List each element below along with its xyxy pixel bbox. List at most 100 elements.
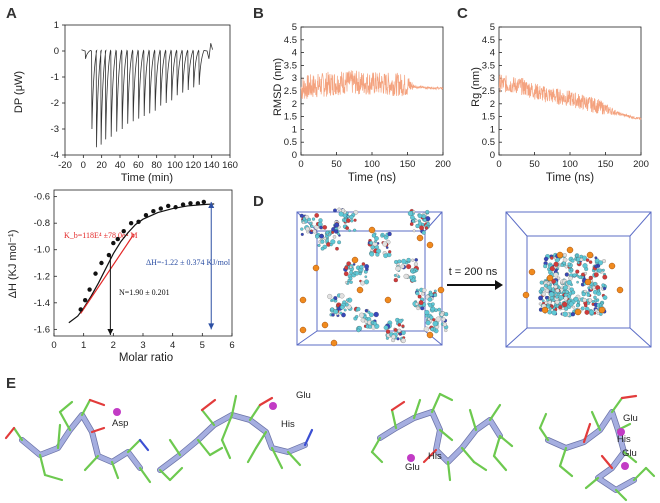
atom	[411, 219, 415, 223]
atom	[346, 298, 350, 302]
atom	[567, 262, 571, 266]
itc-raw-ylabel: DP (μW)	[13, 71, 25, 113]
panel-label-d: D	[253, 193, 264, 210]
atom	[571, 290, 576, 295]
atom	[331, 298, 335, 302]
y-tick-label: -2	[51, 98, 59, 109]
atom	[415, 291, 420, 296]
atom	[556, 276, 561, 280]
rmsd-xlabel: Time (ns)	[348, 172, 396, 184]
atom	[580, 306, 585, 311]
atom	[369, 251, 375, 257]
atom	[546, 304, 550, 309]
x-tick-label: 140	[204, 160, 220, 171]
ion	[384, 296, 392, 304]
data-point	[121, 228, 126, 234]
atom	[575, 254, 579, 258]
atom	[348, 229, 351, 233]
atom	[541, 292, 546, 297]
x-tick-label: -20	[58, 160, 72, 171]
atom	[547, 300, 552, 305]
atom	[562, 290, 566, 294]
atom	[327, 233, 331, 237]
ion	[598, 306, 606, 314]
atom	[553, 284, 558, 289]
side-chain-stick	[208, 446, 224, 457]
md-snapshot-panel: t = 200 ns	[296, 207, 652, 348]
atom	[391, 334, 396, 340]
atom	[361, 262, 366, 266]
atom	[421, 292, 425, 296]
atom	[311, 217, 316, 221]
atom	[584, 303, 588, 308]
x-tick-label: 200	[633, 159, 649, 170]
atom	[337, 232, 340, 236]
itc-fit-plot: ΔH (KJ mol⁻¹) Molar ratio K_b=118E⁴ ±78.…	[7, 189, 235, 364]
atom	[564, 272, 569, 277]
y-tick-label: 4.5	[482, 35, 495, 46]
side-chain-stick	[422, 448, 438, 464]
atom	[409, 222, 414, 226]
atom	[558, 295, 564, 301]
x-tick-label: 50	[331, 159, 342, 170]
x-tick-label: 6	[229, 340, 234, 351]
ion	[330, 339, 338, 347]
atom	[594, 256, 598, 260]
x-tick-label: 150	[400, 159, 416, 170]
residue-label-glu-4: Glu	[622, 448, 637, 459]
atom	[543, 264, 548, 269]
atom	[335, 246, 339, 251]
atom	[333, 208, 337, 213]
y-tick-label: -1.0	[34, 245, 50, 256]
x-tick-label: 5	[200, 340, 205, 351]
y-tick-label: 0.5	[482, 137, 495, 148]
enthalpy-arrow-head-bottom	[208, 323, 215, 330]
atom	[385, 336, 389, 340]
atom	[375, 252, 380, 257]
atom	[403, 273, 409, 279]
atom	[330, 307, 335, 312]
peptide-cluster	[383, 317, 406, 344]
atom	[331, 313, 335, 317]
atom	[332, 235, 337, 239]
side-chain-stick	[620, 394, 638, 400]
atom	[584, 310, 590, 315]
peptide-cluster	[423, 307, 449, 334]
y-tick-label: -1.6	[34, 324, 50, 335]
atom	[345, 302, 349, 307]
data-point	[82, 297, 88, 303]
side-chain-stick	[488, 403, 502, 422]
aggregated-peptides	[522, 246, 624, 318]
atom	[562, 253, 567, 258]
ion	[528, 268, 536, 276]
atom	[339, 293, 345, 299]
atom	[579, 257, 584, 262]
atom	[407, 211, 413, 217]
atom	[593, 299, 598, 303]
atom	[546, 298, 550, 302]
side-chain-stick	[38, 453, 47, 477]
residue-label-his-1: His	[281, 419, 295, 430]
atom	[417, 213, 423, 219]
atom	[444, 328, 448, 332]
atom	[400, 264, 405, 269]
atom	[564, 265, 568, 269]
atom	[318, 218, 323, 223]
atom	[577, 261, 580, 265]
atom	[353, 228, 357, 232]
residue-label-glu-3: Glu	[623, 413, 638, 424]
x-tick-label: 100	[562, 159, 578, 170]
side-chain-stick	[196, 438, 212, 457]
atom	[602, 274, 608, 280]
atom	[538, 289, 543, 294]
atom	[567, 286, 571, 290]
x-tick-label: 100	[364, 159, 380, 170]
atom	[415, 223, 420, 229]
atom	[341, 208, 346, 213]
atom	[406, 257, 411, 263]
atom	[544, 288, 550, 293]
side-chain-stick	[200, 408, 216, 427]
panel-label-e: E	[6, 375, 16, 392]
side-chain-stick	[498, 434, 514, 448]
atom	[308, 221, 313, 226]
